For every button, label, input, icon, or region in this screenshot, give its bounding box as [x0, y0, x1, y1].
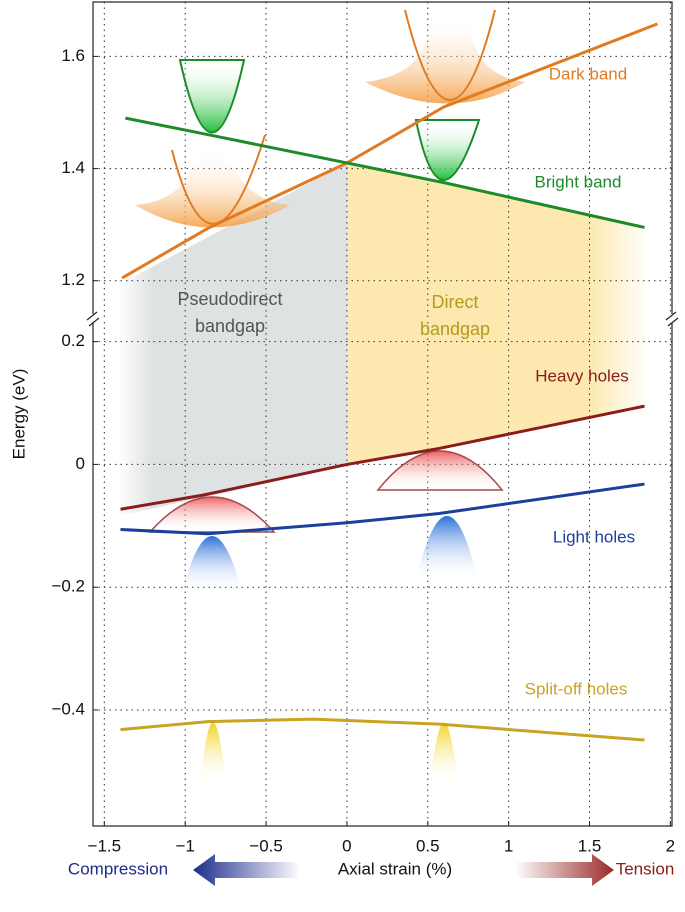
region-label: bandgap	[195, 316, 265, 336]
y-axis-label: Energy (eV)	[9, 369, 28, 460]
y-tick-label: −0.2	[51, 577, 85, 596]
valley	[178, 59, 246, 134]
series-label: Dark band	[549, 64, 627, 83]
x-tick-label: 1	[504, 836, 513, 855]
hill	[416, 516, 478, 580]
hill	[148, 496, 276, 533]
region-label: Direct	[431, 292, 478, 312]
bandgap-regions	[118, 163, 650, 516]
y-tick-label: 0.2	[61, 331, 85, 350]
axis-break	[86, 311, 679, 327]
band-illustrations	[135, 9, 525, 785]
y-tick-label: 1.2	[61, 270, 85, 289]
x-tick-label: −1	[175, 836, 194, 855]
direct-region	[347, 163, 650, 466]
series-label: Light holes	[553, 527, 635, 546]
x-tick-label: 0.5	[416, 836, 440, 855]
region-label: bandgap	[420, 319, 490, 339]
valley	[414, 119, 481, 181]
series-label: Heavy holes	[535, 366, 629, 385]
x-tick-label: −0.5	[249, 836, 283, 855]
x-tick-label: −1.5	[88, 836, 122, 855]
series-label: Bright band	[535, 172, 622, 191]
hill	[376, 450, 504, 491]
pseudodirect-region	[118, 163, 347, 516]
compression-arrow	[193, 854, 300, 886]
valley	[135, 150, 290, 228]
series-line	[120, 482, 645, 536]
hill	[430, 722, 458, 785]
series-line	[120, 717, 645, 742]
y-tick-label: 0	[76, 454, 85, 473]
y-tick-label: 1.4	[61, 158, 85, 177]
plot-frame	[92, 1, 673, 827]
region-label: Pseudodirect	[177, 289, 282, 309]
tension-arrow	[515, 854, 614, 886]
x-tick-label: 1.5	[578, 836, 602, 855]
x-tick-label: 0	[342, 836, 351, 855]
y-tick-label: −0.4	[51, 699, 85, 718]
hill	[200, 722, 226, 785]
valley	[365, 15, 525, 104]
hill	[182, 536, 242, 592]
x-tick-label: 2	[666, 836, 675, 855]
series-line	[125, 116, 645, 229]
series-label: Split-off holes	[525, 679, 628, 698]
series-line	[120, 404, 645, 511]
compression-label: Compression	[68, 859, 168, 878]
tension-label: Tension	[616, 859, 675, 878]
valley	[404, 9, 496, 101]
y-tick-label: 1.6	[61, 46, 85, 65]
x-axis-label: Axial strain (%)	[338, 859, 452, 878]
